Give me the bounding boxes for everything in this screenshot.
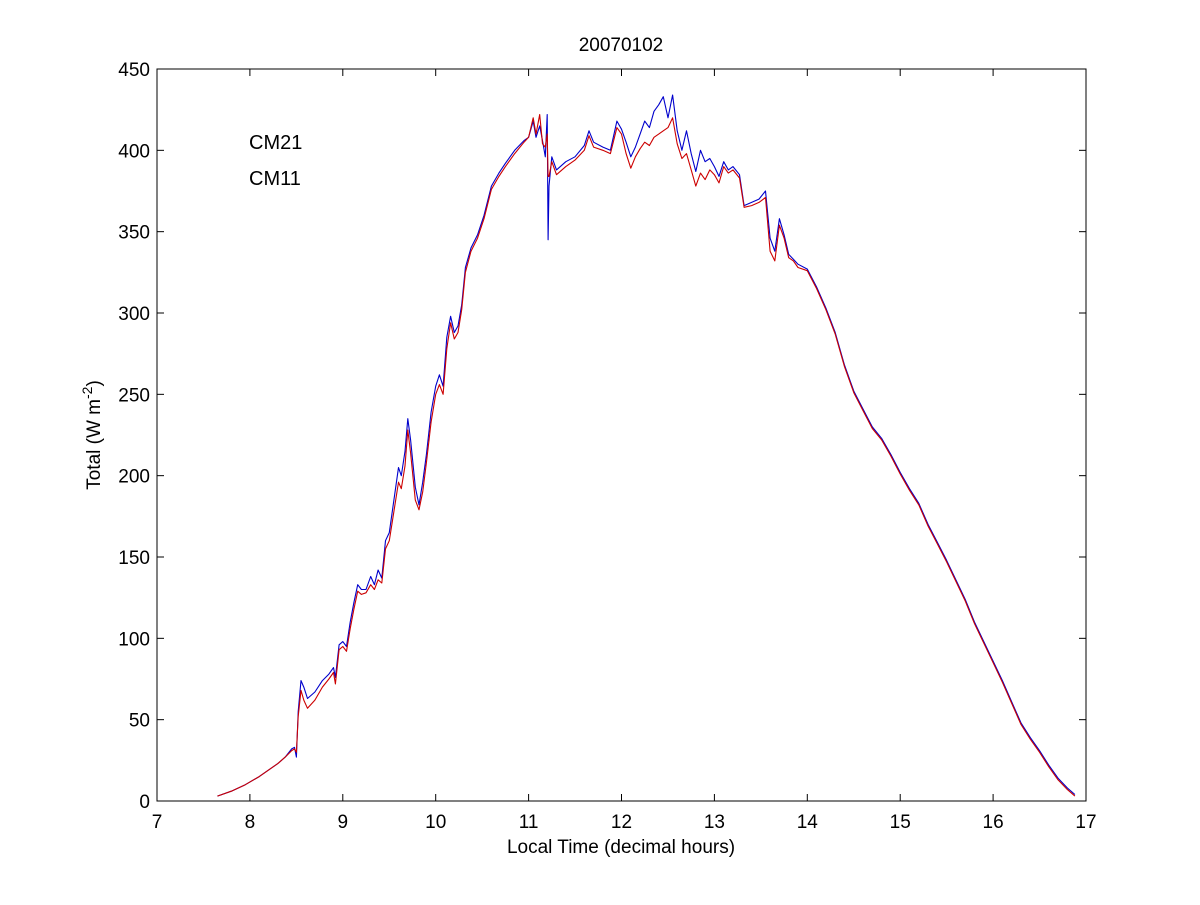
x-tick-label: 16: [983, 812, 1004, 833]
x-tick-label: 7: [152, 812, 163, 833]
y-axis-title-close: ): [84, 380, 105, 386]
x-tick-label: 12: [611, 812, 632, 833]
y-tick-label: 450: [118, 60, 150, 81]
y-axis-title-main: Total (W m: [84, 399, 105, 490]
tick-layer: 7 8 9 10 11 12 13 14 15 16 17 0 50 100 150 200 250 300 350…: [118, 60, 1096, 833]
x-tick-label: 13: [704, 812, 725, 833]
axes-frame: [156, 68, 1087, 802]
y-tick-label: 100: [118, 629, 150, 650]
legend: CM21 CM11: [249, 132, 302, 190]
x-tick-label: 17: [1075, 812, 1096, 833]
y-tick-label: 0: [139, 792, 150, 813]
legend-label-cm11: CM11: [249, 168, 301, 190]
x-axis-title: Local Time (decimal hours): [507, 837, 735, 858]
series-line-cm11: [217, 113, 1076, 797]
x-tick-label: 15: [890, 812, 911, 833]
y-tick-label: 350: [118, 223, 150, 244]
chart-title: 20070102: [579, 35, 664, 56]
x-tick-label: 8: [245, 812, 256, 833]
y-tick-label: 200: [118, 467, 150, 488]
y-tick-label: 300: [118, 304, 150, 325]
x-tick-label: 9: [338, 812, 349, 833]
plot-area-background: [157, 69, 1086, 801]
y-tick-label: 250: [118, 385, 150, 406]
y-axis-title: Total (W m-2): [79, 380, 105, 490]
y-tick-label: 50: [129, 711, 150, 732]
y-axis-title-exponent: -2: [79, 386, 95, 399]
x-tick-label: 14: [797, 812, 819, 833]
x-tick-label: 11: [519, 812, 539, 833]
y-tick-label: 400: [118, 141, 150, 162]
x-tick-label: 10: [425, 812, 446, 833]
legend-label-cm21: CM21: [249, 132, 302, 154]
y-tick-label: 150: [118, 548, 150, 569]
series-layer: [217, 94, 1076, 797]
